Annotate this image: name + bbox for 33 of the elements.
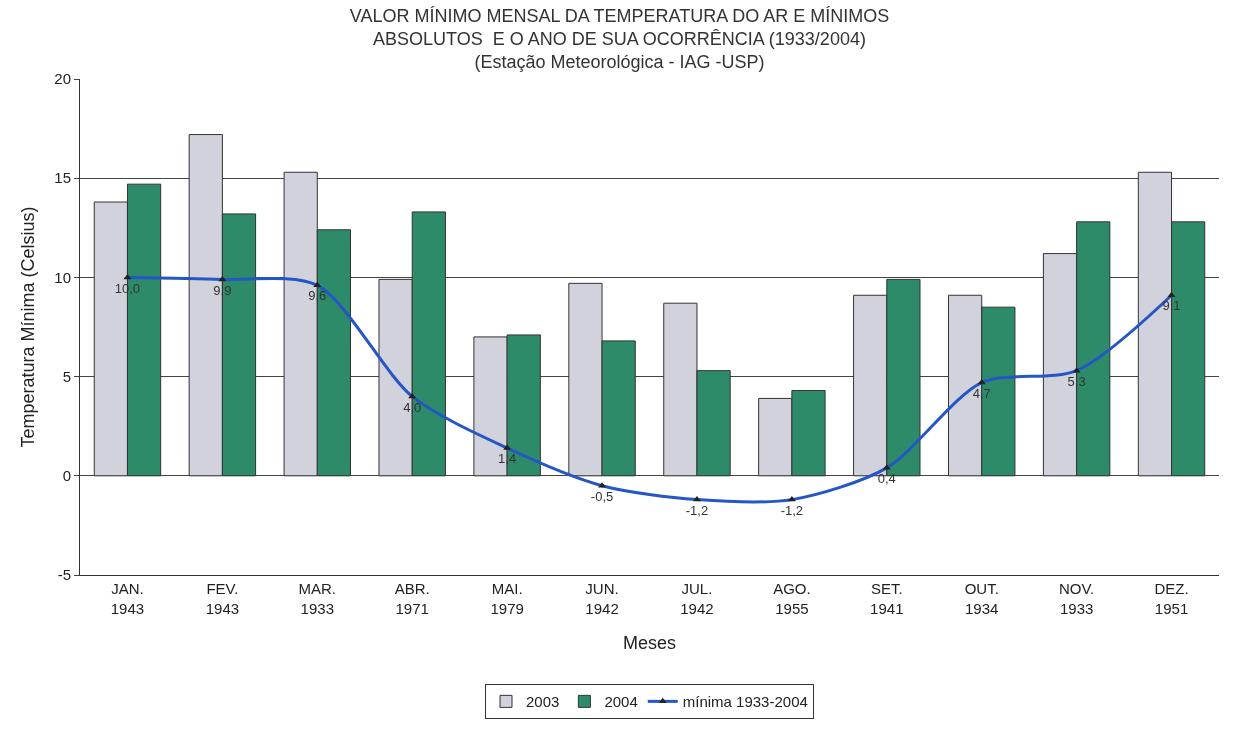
data-label: 4,7 xyxy=(972,385,991,401)
y-tick-label: 0 xyxy=(62,467,71,485)
x-tick-label: NOV. 1933 xyxy=(1058,580,1095,617)
legend-label: 2004 xyxy=(604,693,638,711)
chart-title: VALOR MÍNIMO MENSAL DA TEMPERATURA DO AR E MÍNIMOS ABSOLUTOS E O ANO DE SUA OCORRÊNCIA (1933/2004) (Estação Meteorológica - IAG -USP) xyxy=(349,5,890,73)
x-tick-label: JUL. 1942 xyxy=(680,580,714,617)
y-tick-label: 5 xyxy=(62,367,71,385)
data-label: -1,2 xyxy=(685,502,709,518)
x-tick-label: FEV. 1943 xyxy=(205,580,240,617)
x-tick-label: DEZ. 1951 xyxy=(1154,580,1189,617)
y-tick-label: -5 xyxy=(57,566,71,584)
x-tick-label: SET. 1941 xyxy=(870,580,904,617)
y-tick-label: 15 xyxy=(54,169,71,187)
data-label: 9,9 xyxy=(213,282,232,298)
x-tick-label: ABR. 1971 xyxy=(394,580,430,617)
data-label: -0,5 xyxy=(590,488,614,504)
data-label: 9,1 xyxy=(1162,298,1181,314)
data-label: 5,3 xyxy=(1067,373,1086,389)
x-tick-label: MAR. 1933 xyxy=(298,580,337,617)
y-tick-label: 10 xyxy=(54,268,71,286)
legend-label: mínima 1933-2004 xyxy=(682,693,808,711)
legend-label: 2003 xyxy=(526,693,560,711)
data-label: 4,0 xyxy=(403,399,422,415)
y-tick-label: 20 xyxy=(54,70,71,88)
y-axis-title: Temperatura Mínima (Celsius) xyxy=(18,206,38,448)
data-label: -1,2 xyxy=(780,502,804,518)
x-tick-label: JUN. 1942 xyxy=(585,580,619,617)
data-label: 9,6 xyxy=(308,288,327,304)
x-tick-label: AGO. 1955 xyxy=(773,580,811,617)
x-tick-label: OUT. 1934 xyxy=(964,580,999,617)
x-axis-title: Meses xyxy=(622,632,677,653)
x-tick-label: MAI. 1979 xyxy=(490,580,524,617)
x-tick-label: JAN. 1943 xyxy=(110,580,145,617)
